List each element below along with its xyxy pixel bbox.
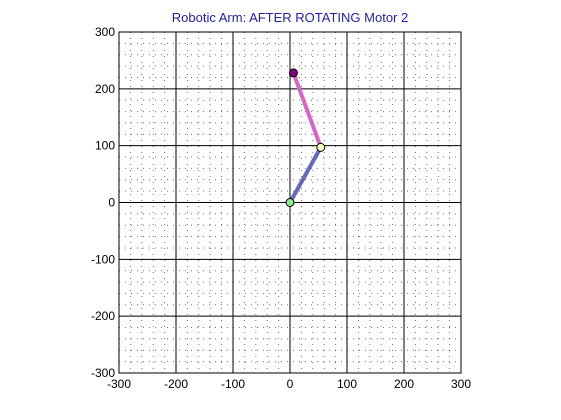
arm-link-1	[288, 145, 323, 205]
y-tick-label: -100	[91, 252, 115, 266]
x-tick-label: 100	[337, 377, 357, 391]
y-tick-label: 300	[95, 25, 115, 39]
axis-ticks: -300 -200 -100 0 100 200 300 300 200 100 0 -100 -200…	[91, 25, 471, 391]
x-tick-label: -300	[107, 377, 131, 391]
x-tick-label: 300	[451, 377, 471, 391]
arm-link-2	[291, 70, 323, 150]
arm-links	[288, 70, 323, 205]
y-tick-label: 200	[95, 82, 115, 96]
x-tick-label: 200	[394, 377, 414, 391]
y-tick-label: -300	[91, 366, 115, 380]
x-tick-label: 0	[287, 377, 294, 391]
arm-joint-1	[285, 198, 295, 207]
y-tick-label: 100	[95, 139, 115, 153]
arm-joint-3	[288, 68, 298, 78]
x-tick-label: -200	[164, 377, 188, 391]
chart-title: Robotic Arm: AFTER ROTATING Motor 2	[172, 10, 408, 25]
arm-joints	[285, 68, 326, 207]
y-tick-label: 0	[108, 196, 115, 210]
arm-joint-2	[316, 142, 326, 152]
x-tick-label: -100	[221, 377, 245, 391]
y-tick-label: -200	[91, 309, 115, 323]
plot-frame	[118, 31, 462, 374]
